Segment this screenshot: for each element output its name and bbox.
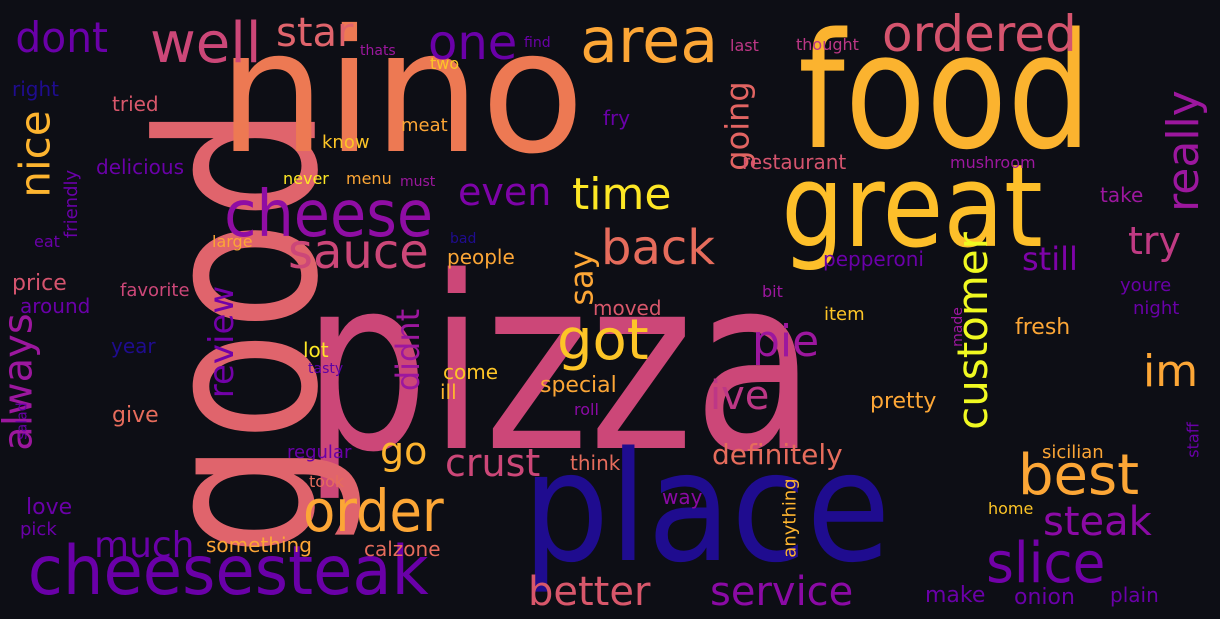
word-ill: ill xyxy=(440,380,457,404)
word-salad: salad xyxy=(14,402,31,440)
word-calzone: calzone xyxy=(364,537,441,561)
word-moved: moved xyxy=(593,296,662,320)
word-think: think xyxy=(570,451,621,475)
word-crust: crust xyxy=(445,441,541,485)
word-pizza: pizza xyxy=(302,225,816,505)
word-large: large xyxy=(212,232,253,251)
word-order: order xyxy=(302,477,444,545)
word-took: took xyxy=(309,472,345,491)
word-best: best xyxy=(1018,443,1140,508)
word-tasty: tasty xyxy=(308,361,344,377)
word-fry: fry xyxy=(603,106,631,130)
word-much: much xyxy=(94,525,195,566)
word-didnt: didnt xyxy=(389,308,428,392)
word-star: star xyxy=(276,10,354,56)
word-love: love xyxy=(26,495,73,520)
word-sicilian: sicilian xyxy=(1042,442,1104,463)
word-try: try xyxy=(1128,219,1182,263)
word-made: made xyxy=(949,307,966,347)
word-place: place xyxy=(522,419,891,596)
word-friendly: friendly xyxy=(61,169,83,239)
word-area: area xyxy=(580,4,719,77)
word-well: well xyxy=(150,11,262,76)
word-meat: meat xyxy=(401,115,448,136)
word-item: item xyxy=(824,304,865,325)
word-menu: menu xyxy=(346,169,392,188)
word-review: review xyxy=(202,285,243,399)
word-last: last xyxy=(730,36,759,55)
word-back: back xyxy=(601,220,716,276)
word-im: im xyxy=(1143,346,1199,397)
word-sauce: sauce xyxy=(288,224,429,280)
word-right: right xyxy=(12,77,59,101)
word-go: go xyxy=(380,429,428,473)
word-mushroom: mushroom xyxy=(950,153,1036,172)
word-restaurant: restaurant xyxy=(742,150,847,174)
word-take: take xyxy=(1100,183,1144,207)
word-bad: bad xyxy=(450,231,477,247)
word-youre: youre xyxy=(1120,275,1172,296)
word-give: give xyxy=(112,403,159,428)
word-price: price xyxy=(12,271,67,296)
word-dont: dont xyxy=(15,13,109,62)
word-eat: eat xyxy=(34,232,60,251)
word-ordered: ordered xyxy=(882,5,1077,63)
word-great: great xyxy=(781,140,1043,274)
word-time: time xyxy=(572,169,672,220)
word-onion: onion xyxy=(1014,585,1075,610)
word-find: find xyxy=(524,35,551,51)
word-staff: staff xyxy=(1183,422,1203,458)
word-definitely: definitely xyxy=(712,438,843,471)
word-bit: bit xyxy=(762,282,783,301)
word-nice: nice xyxy=(10,110,60,198)
word-ive: ive xyxy=(710,373,770,419)
word-come: come xyxy=(443,360,499,384)
word-nino: nino xyxy=(218,0,585,192)
word-service: service xyxy=(710,569,854,615)
word-slice: slice xyxy=(986,531,1106,596)
word-really: really xyxy=(1157,90,1209,212)
word-delicious: delicious xyxy=(96,155,184,179)
word-night: night xyxy=(1133,298,1180,319)
word-one: one xyxy=(428,15,518,71)
word-fresh: fresh xyxy=(1015,315,1071,340)
word-anything: anything xyxy=(779,478,801,558)
word-two: two xyxy=(430,54,460,73)
word-pick: pick xyxy=(20,519,57,540)
word-better: better xyxy=(528,569,651,615)
word-lot: lot xyxy=(303,338,329,362)
word-way: way xyxy=(662,485,703,509)
word-even: even xyxy=(458,170,552,214)
word-special: special xyxy=(540,373,617,398)
word-home: home xyxy=(988,499,1034,518)
word-favorite: favorite xyxy=(120,280,190,301)
word-something: something xyxy=(206,533,312,557)
word-still: still xyxy=(1022,240,1078,278)
word-steak: steak xyxy=(1043,499,1152,545)
word-know: know xyxy=(322,132,370,153)
word-regular: regular xyxy=(287,442,352,463)
word-people: people xyxy=(447,245,515,269)
word-year: year xyxy=(111,334,156,358)
word-tried: tried xyxy=(112,92,159,116)
word-cheese: cheese xyxy=(224,178,434,252)
word-make: make xyxy=(925,583,986,608)
word-must: must xyxy=(400,174,436,190)
word-pepperoni: pepperoni xyxy=(823,247,924,271)
word-pretty: pretty xyxy=(870,389,937,414)
word-thats: thats xyxy=(360,43,396,59)
word-around: around xyxy=(20,294,91,318)
word-pie: pie xyxy=(752,316,820,367)
word-thought: thought xyxy=(796,35,859,54)
word-never: never xyxy=(283,169,329,188)
word-food: food xyxy=(798,0,1092,185)
word-roll: roll xyxy=(574,400,599,419)
word-cheesesteak: cheesesteak xyxy=(27,532,429,611)
word-plain: plain xyxy=(1110,583,1159,607)
word-got: got xyxy=(557,308,649,373)
